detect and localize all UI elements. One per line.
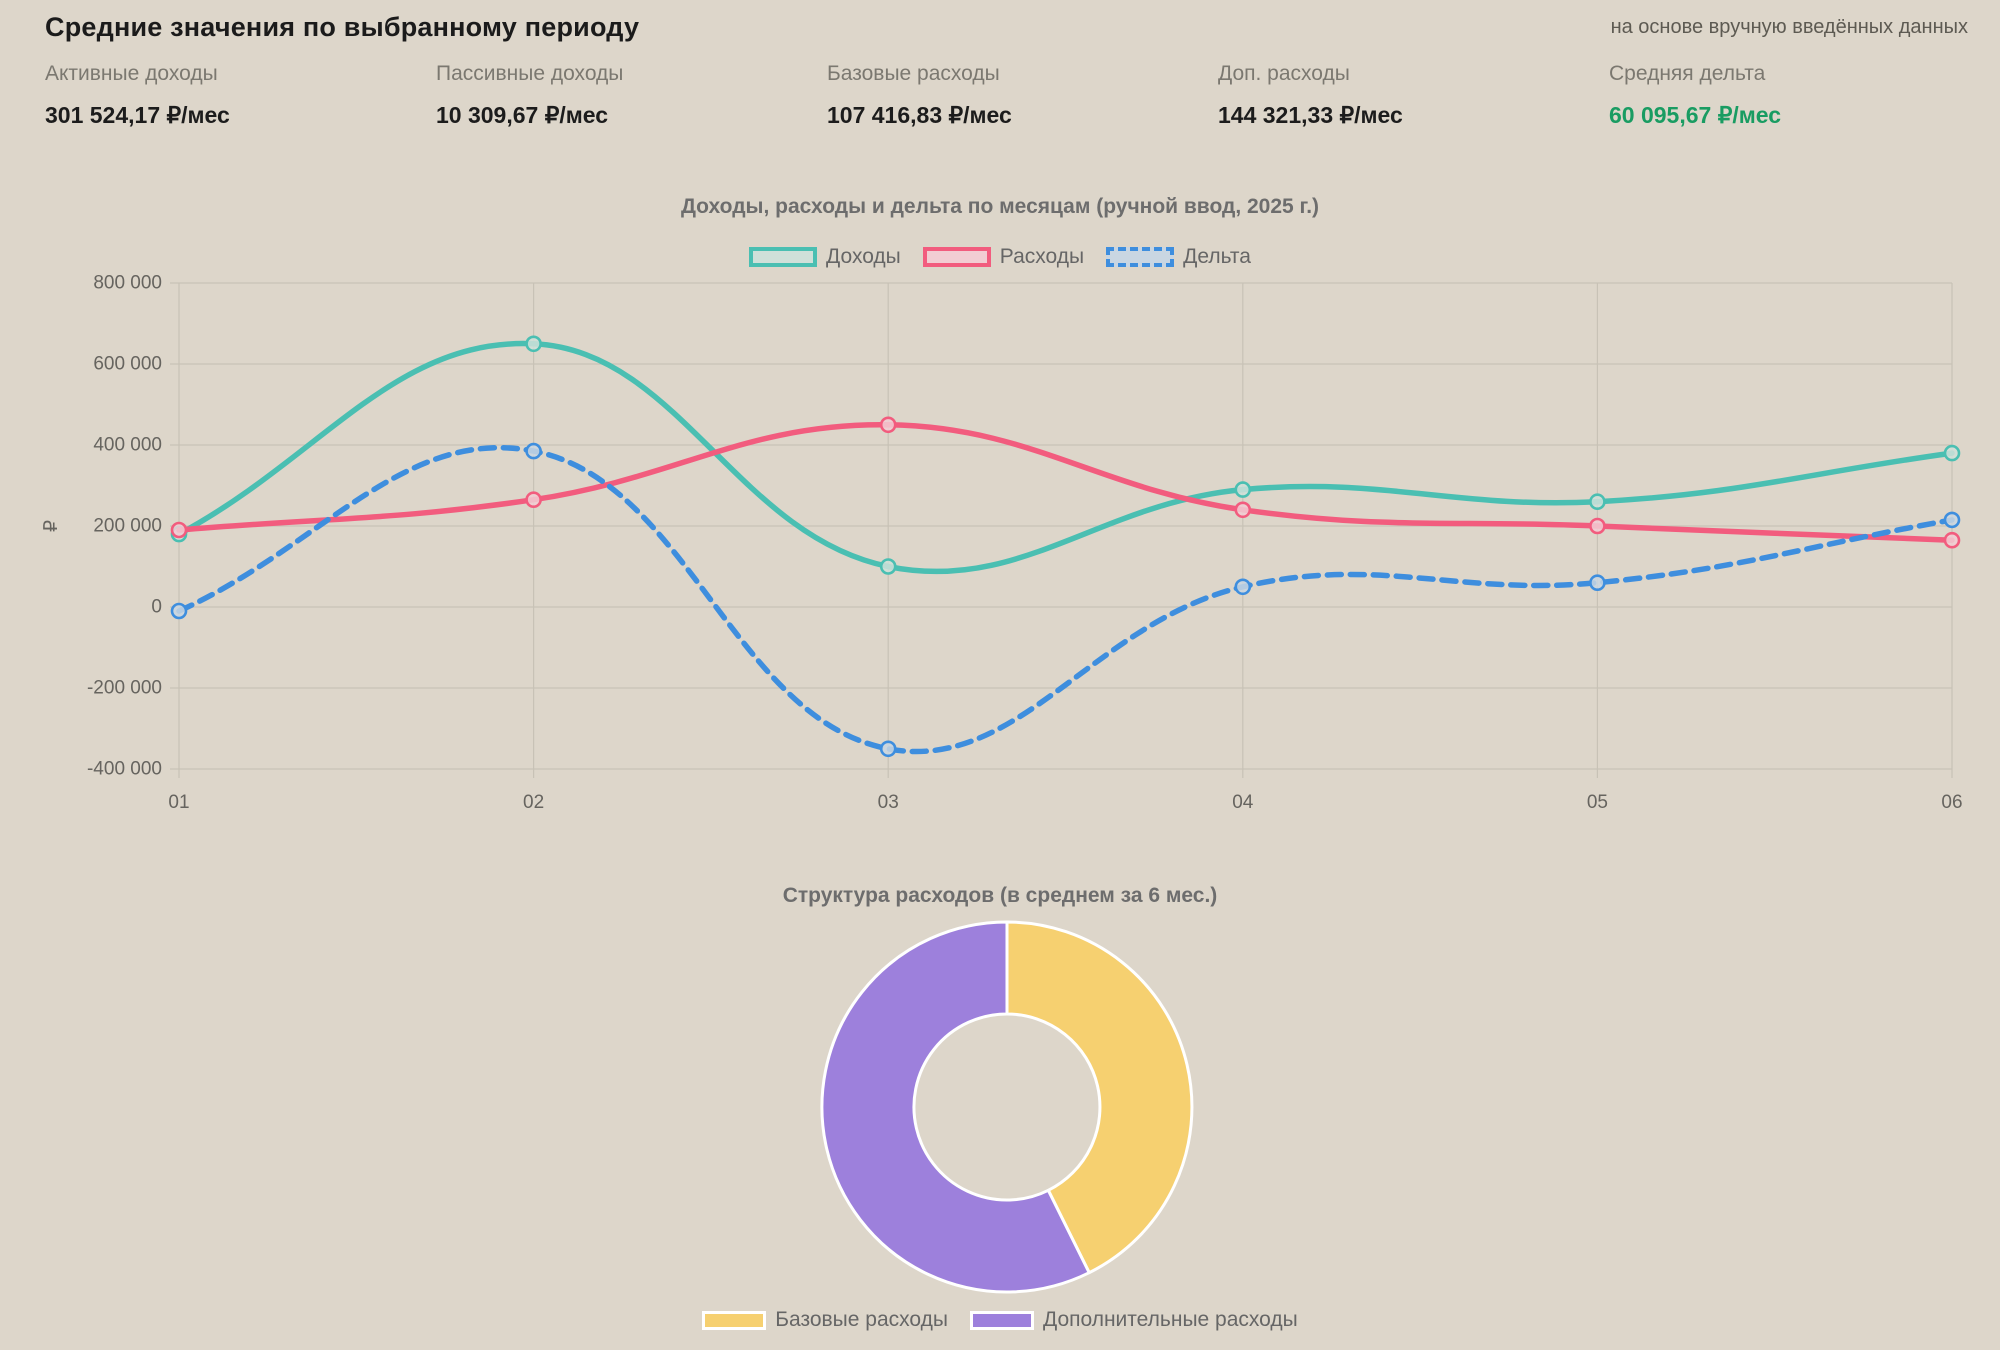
- data-point-expenses: [879, 416, 897, 434]
- y-axis-title: ₽: [41, 520, 62, 532]
- stat-value: 301 524,17 ₽/мес: [45, 102, 230, 128]
- data-point-delta: [1589, 574, 1606, 592]
- y-tick-label: 400 000: [93, 435, 162, 456]
- legend-swatch-base: [702, 1310, 767, 1330]
- legend-swatch-income: [749, 247, 818, 267]
- legend-item-expenses[interactable]: Расходы: [922, 245, 1085, 269]
- data-point-delta: [170, 602, 188, 620]
- donut-chart[interactable]: [0, 900, 2000, 1305]
- data-point-delta: [525, 442, 542, 460]
- data-point-income: [525, 335, 542, 353]
- x-tick-label: 01: [168, 792, 189, 813]
- stat-value: 60 095,67 ₽/мес: [1609, 102, 1782, 128]
- stat-label: Доп. расходы: [1218, 62, 1350, 85]
- stat-label: Средняя дельта: [1609, 62, 1766, 85]
- stat-label: Активные доходы: [45, 62, 218, 85]
- stat-value: 107 416,83 ₽/мес: [827, 102, 1012, 128]
- legend-item-base[interactable]: Базовые расходы: [702, 1308, 948, 1332]
- y-tick-label: 600 000: [93, 354, 162, 375]
- data-point-delta: [1234, 578, 1252, 596]
- legend-item-delta[interactable]: Дельта: [1106, 245, 1251, 269]
- stat-label: Пассивные доходы: [436, 62, 624, 85]
- stat-value: 144 321,33 ₽/мес: [1218, 102, 1403, 128]
- data-point-expenses: [1589, 517, 1606, 535]
- series-line-expenses: [176, 422, 1955, 543]
- stat-card-extra-expenses: Доп. расходы 144 321,33 ₽/мес: [1218, 62, 1609, 129]
- y-tick-label: -200 000: [87, 678, 162, 699]
- y-tick-label: -400 000: [87, 759, 162, 780]
- y-tick-label: 800 000: [93, 273, 162, 294]
- series-line-income: [176, 340, 1955, 575]
- stat-value: 10 309,67 ₽/мес: [436, 102, 609, 128]
- x-tick-label: 04: [1232, 792, 1254, 813]
- line-chart-legend: Доходы Расходы Дельта: [0, 245, 2000, 269]
- y-tick-label: 0: [151, 597, 162, 618]
- line-chart-title: Доходы, расходы и дельта по месяцам (руч…: [680, 195, 1320, 218]
- legend-label: Базовые расходы: [775, 1308, 948, 1331]
- legend-swatch-extra: [969, 1310, 1034, 1330]
- data-point-expenses: [525, 491, 542, 509]
- series-points-expenses: [170, 416, 1961, 549]
- legend-label: Дополнительные расходы: [1042, 1308, 1298, 1331]
- donut-slice-extra: [820, 920, 1091, 1294]
- line-chart[interactable]: 800 000 600 000 400 000 200 000 0 -200 000 -40…: [0, 0, 2000, 830]
- donut-chart-legend: Базовые расходы Дополнительные расходы: [0, 1308, 2000, 1332]
- stat-label: Базовые расходы: [827, 62, 1000, 85]
- legend-label: Доходы: [826, 245, 901, 268]
- stat-card-base-expenses: Базовые расходы 107 416,83 ₽/мес: [827, 62, 1218, 129]
- series-points-delta: [170, 442, 1961, 758]
- legend-swatch-delta: [1106, 247, 1175, 267]
- legend-item-extra[interactable]: Дополнительные расходы: [969, 1308, 1298, 1332]
- x-tick-label: 05: [1587, 792, 1608, 813]
- y-tick-label: 200 000: [93, 516, 162, 537]
- data-point-income: [879, 558, 897, 575]
- data-point-expenses: [1234, 501, 1252, 519]
- stats-row: Активные доходы 301 524,17 ₽/мес Пассивн…: [45, 62, 2000, 129]
- data-point-income: [1943, 444, 1961, 462]
- donut-slice-base: [1005, 920, 1194, 1275]
- donut-chart-title: Структура расходов (в среднем за 6 мес.): [782, 884, 1218, 907]
- x-tick-label: 06: [1941, 792, 1962, 813]
- stat-card-active-income: Активные доходы 301 524,17 ₽/мес: [45, 62, 436, 129]
- legend-label: Дельта: [1183, 245, 1251, 268]
- x-tick-label: 03: [878, 792, 899, 813]
- data-point-expenses: [1943, 531, 1961, 549]
- data-point-expenses: [170, 521, 188, 539]
- legend-item-income[interactable]: Доходы: [749, 245, 901, 269]
- data-point-delta: [879, 740, 897, 758]
- stat-card-passive-income: Пассивные доходы 10 309,67 ₽/мес: [436, 62, 827, 129]
- x-tick-label: 02: [523, 792, 544, 813]
- stat-card-average-delta: Средняя дельта 60 095,67 ₽/мес: [1609, 62, 2000, 129]
- data-point-delta: [1943, 511, 1961, 529]
- data-point-income: [1234, 481, 1252, 498]
- data-point-income: [1589, 493, 1606, 511]
- legend-label: Расходы: [999, 245, 1085, 268]
- page-title: Средние значения по выбранному периоду: [45, 12, 640, 42]
- series-line-delta: [176, 444, 1955, 755]
- legend-swatch-expenses: [922, 247, 991, 267]
- data-source-note: на основе вручную введённых данных: [1610, 16, 1968, 38]
